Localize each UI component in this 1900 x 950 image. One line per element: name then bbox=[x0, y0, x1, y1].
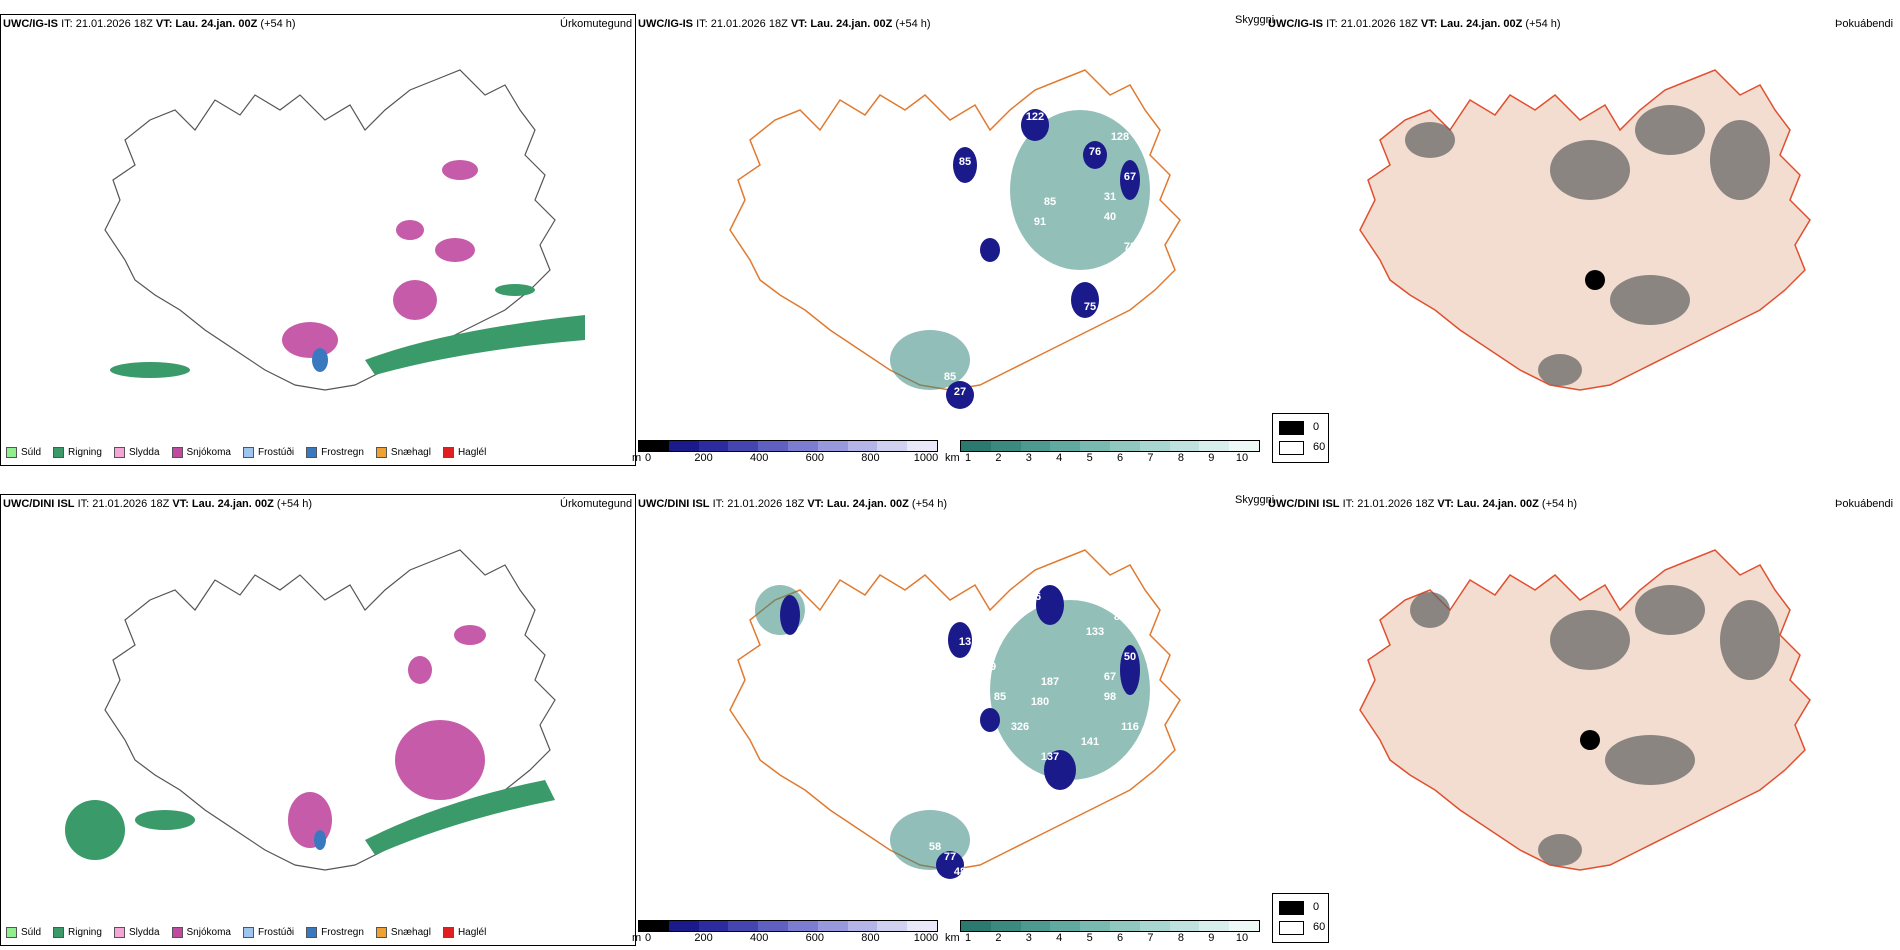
vis-value-label: 91 bbox=[1034, 216, 1046, 228]
height-unit: m bbox=[632, 932, 642, 944]
vis-value-label: 13 bbox=[959, 636, 971, 648]
legend-item: Snæhagl bbox=[375, 927, 431, 938]
vis-title: Skyggni bbox=[1235, 14, 1275, 26]
vis-value-label: 67 bbox=[1124, 171, 1136, 183]
vis-value-label: 180 bbox=[1031, 696, 1049, 708]
vis-header: UWC/IG-IS IT: 21.01.2026 18Z VT: Lau. 24… bbox=[638, 18, 931, 30]
vis-value-label: 31 bbox=[1104, 191, 1116, 203]
vis-value-label: 326 bbox=[1011, 721, 1029, 733]
legend-item: Haglél bbox=[442, 447, 486, 458]
vis-value-label: 52 bbox=[994, 756, 1006, 768]
vis-value-label: 116 bbox=[1121, 721, 1139, 733]
vis-value-label: 75 bbox=[1084, 301, 1096, 313]
vis-value-label: 133 bbox=[1086, 626, 1104, 638]
visibility-map: 85 85 89 122 76 128 67 91 85 88 122 71 75 78 85 27 31 40 7… bbox=[729, 69, 1181, 409]
vis-value-label: 98 bbox=[1104, 691, 1116, 703]
precip-header: UWC/IG-IS IT: 21.01.2026 18Z VT: Lau. 24… bbox=[3, 18, 296, 30]
vis-value-label: 85 bbox=[984, 181, 996, 193]
legend-item: Snjókoma bbox=[171, 927, 231, 938]
precip-legend: Súld Rigning Slydda Snjókoma Frostúði Fr… bbox=[6, 927, 486, 938]
precip-legend: Súld Rigning Slydda Snjókoma Frostúði Fr… bbox=[6, 447, 486, 458]
vis-value-label: 48 bbox=[954, 866, 966, 878]
vis-value-label: 50 bbox=[1124, 651, 1136, 663]
precip-title: Úrkomutegund bbox=[560, 18, 633, 30]
precip-map bbox=[65, 549, 556, 871]
fog-header: UWC/IG-IS IT: 21.01.2026 18Z VT: Lau. 24… bbox=[1268, 18, 1561, 30]
legend-item: Snæhagl bbox=[375, 447, 431, 458]
vis-header: UWC/DINI ISL IT: 21.01.2026 18Z VT: Lau.… bbox=[638, 498, 948, 510]
vis-value-label: 32 bbox=[804, 611, 816, 623]
vis-value-label: 137 bbox=[1041, 751, 1059, 763]
vis-value-label: 58 bbox=[929, 841, 941, 853]
vis-value-label: 187 bbox=[1041, 676, 1059, 688]
fog-legend: 0 60 bbox=[1272, 413, 1329, 463]
fog-title: Þokuábendi bbox=[1835, 18, 1894, 30]
vis-value-label: 85 bbox=[994, 691, 1006, 703]
vis-value-label: 80 bbox=[1114, 611, 1126, 623]
vis-value-label: 40 bbox=[1104, 211, 1116, 223]
vis-value-label: 27 bbox=[954, 386, 966, 398]
legend-item: Frostúði bbox=[242, 927, 294, 938]
legend-item: Haglél bbox=[442, 927, 486, 938]
legend-item: Frostregn bbox=[306, 927, 364, 938]
vis-value-label: 81 bbox=[1054, 811, 1066, 823]
forecast-row-dini-isl: UWC/DINI ISL IT: 21.01.2026 18Z VT: Lau.… bbox=[0, 480, 1900, 950]
precip-type-panel bbox=[0, 14, 636, 466]
vis-value-label: 77 bbox=[944, 851, 956, 863]
fog-map bbox=[1359, 549, 1811, 871]
vis-value-label: 88 bbox=[1014, 241, 1026, 253]
legend-item: Súld bbox=[6, 927, 41, 938]
fog-title: Þokuábendi bbox=[1835, 498, 1894, 510]
vis-unit: km bbox=[945, 932, 960, 944]
vis-title: Skyggni bbox=[1235, 494, 1275, 506]
precip-header: UWC/DINI ISL IT: 21.01.2026 18Z VT: Lau.… bbox=[3, 498, 313, 510]
height-unit: m bbox=[632, 452, 642, 464]
visibility-colorbar bbox=[960, 440, 1260, 452]
legend-item: Slydda bbox=[113, 447, 160, 458]
vis-value-label: 81 bbox=[1084, 781, 1096, 793]
vis-value-label: 32 bbox=[969, 726, 981, 738]
visibility-colorbar bbox=[960, 920, 1260, 932]
precip-map bbox=[104, 69, 585, 391]
vis-value-label: 73 bbox=[1124, 241, 1136, 253]
vis-value-label: 96 bbox=[1029, 591, 1041, 603]
fog-map bbox=[1359, 69, 1811, 391]
vis-value-label: 128 bbox=[1111, 131, 1129, 143]
height-colorbar bbox=[638, 920, 938, 932]
height-colorbar bbox=[638, 440, 938, 452]
vis-value-label: 141 bbox=[1081, 736, 1099, 748]
vis-value-label: 67 bbox=[1104, 671, 1116, 683]
precip-type-panel bbox=[0, 494, 636, 946]
legend-item: Slydda bbox=[113, 927, 160, 938]
forecast-row-ig-is: UWC/IG-IS IT: 21.01.2026 18Z VT: Lau. 24… bbox=[0, 0, 1900, 470]
vis-value-label: 78 bbox=[1054, 331, 1066, 343]
vis-value-label: 89 bbox=[994, 211, 1006, 223]
vis-value-label: 122 bbox=[991, 276, 1009, 288]
legend-item: Frostúði bbox=[242, 447, 294, 458]
legend-item: Frostregn bbox=[306, 447, 364, 458]
vis-value-label: 122 bbox=[1026, 111, 1044, 123]
vis-value-label: 85 bbox=[959, 156, 971, 168]
vis-value-label: 71 bbox=[969, 246, 981, 258]
legend-item: Rigning bbox=[53, 927, 102, 938]
visibility-map: 13 79 85 96 133 80 50 180 187 326 52 32 81 81 77 48 67 98… bbox=[729, 549, 1181, 879]
fog-legend: 0 60 bbox=[1272, 893, 1329, 943]
fog-header: UWC/DINI ISL IT: 21.01.2026 18Z VT: Lau.… bbox=[1268, 498, 1578, 510]
vis-value-label: 85 bbox=[944, 371, 956, 383]
vis-value-label: 85 bbox=[1044, 196, 1056, 208]
vis-value-label: 76 bbox=[1089, 146, 1101, 158]
legend-item: Rigning bbox=[53, 447, 102, 458]
precip-title: Úrkomutegund bbox=[560, 498, 633, 510]
vis-unit: km bbox=[945, 452, 960, 464]
vis-value-label: 79 bbox=[984, 661, 996, 673]
legend-item: Snjókoma bbox=[171, 447, 231, 458]
legend-item: Súld bbox=[6, 447, 41, 458]
